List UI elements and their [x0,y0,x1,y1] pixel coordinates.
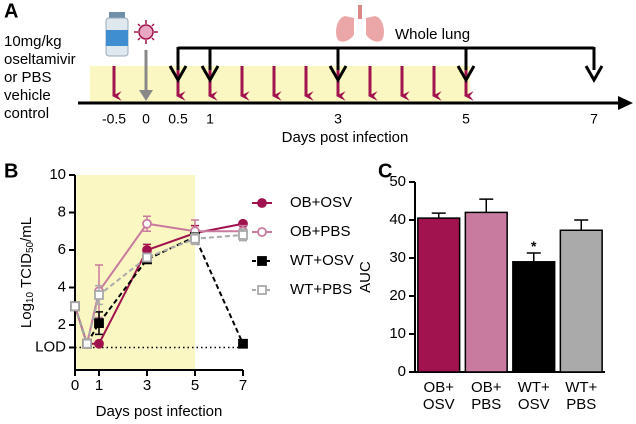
y-axis-label: Log10 TCID50/mL [18,217,36,328]
significance-marker: * [531,238,537,254]
y-axis-label-part: Log [18,303,35,328]
legend-label: WT+PBS [290,281,352,298]
data-point [82,338,92,349]
series-line [74,234,244,348]
error-bar [431,212,446,219]
x-tick-label: 5 [191,377,199,394]
data-point [94,338,104,349]
data-point [238,230,248,240]
treatment-label: oseltamivir [4,51,76,68]
y-tick-label: LOD [35,338,66,355]
y-tick-label: 20 [389,287,406,304]
y-axis-label-part: 10 [25,292,36,304]
y-tick-label: 10 [389,325,406,342]
y-tick-label: 40 [389,211,406,228]
treatment-label: or PBS [4,69,52,86]
y-axis-label-part: 50 [25,241,36,253]
infection-arrowhead [139,90,153,101]
harvest-label: Whole lung [395,26,470,43]
timeline-tick-label: -0.5 [102,111,126,127]
timeline-tick-label: 1 [206,111,214,127]
harvest-arrowhead [328,65,348,84]
harvest-arrowhead [584,65,604,84]
y-tick-label: 0 [398,363,406,380]
y-tick-label: 4 [58,278,66,295]
x-tick-label: 3 [143,377,151,394]
error-bar [479,198,494,213]
timeline-tick-label: 0.5 [168,111,188,127]
x-tick-label: PBS [566,396,596,413]
virus-icon [134,20,158,44]
y-tick-label: 8 [58,203,66,220]
panel-label: B [4,160,18,182]
y-axis-label: AUC [357,261,374,293]
error-bar [574,219,589,231]
legend-label: OB+PBS [290,223,350,240]
timeline-tick-label: 7 [590,111,598,127]
harvest-arrowhead [168,65,188,84]
timeline-tick-label: 5 [462,111,470,127]
harvest-arrowhead [456,65,476,84]
bar [559,229,603,373]
y-tick-label: 2 [58,316,66,333]
error-bar [526,252,541,262]
legend-marker [257,285,267,295]
legend-label: WT+OSV [290,252,354,269]
timeline-tick-label: 3 [334,111,342,127]
timeline-arrowhead [618,96,633,110]
panel-label: A [4,0,18,22]
x-tick-label: 1 [95,377,103,394]
legend-label: OB+OSV [290,194,352,211]
x-tick-label: 0 [71,377,79,394]
timeline-tick-label: 0 [142,111,150,127]
y-tick-label: 10 [49,166,66,183]
lung-icon [336,5,384,42]
x-tick-label: OB+ [471,379,502,396]
vial-icon [105,12,129,57]
harvest-arrowhead [200,65,220,84]
data-point [190,233,200,244]
bar [417,217,461,373]
x-tick-label: PBS [471,396,501,413]
x-tick-label: WT+ [518,379,550,396]
data-point [94,318,104,329]
data-point [238,338,248,349]
x-axis-label: Days post infection [96,403,223,420]
data-point [94,290,104,300]
y-tick-label: 30 [389,249,406,266]
x-tick-label: OSV [423,396,455,413]
x-tick-label: OSV [518,396,550,413]
bar [464,211,508,373]
data-point [70,301,80,312]
y-tick-label: 6 [58,241,66,258]
timeline-x-label: Days post infection [282,129,409,146]
y-axis-label-part: TCID [18,253,35,292]
treatment-label: control [4,105,49,122]
legend-marker [257,227,267,237]
x-tick-label: 7 [239,377,247,394]
data-point [142,252,152,263]
treatment-label: 10mg/kg [4,33,62,50]
y-axis-label-part: /mL [18,217,35,242]
panel-label: C [378,160,392,182]
data-point [142,218,152,229]
legend-marker [257,198,267,208]
y-tick-label: 50 [389,173,406,190]
bar [512,261,556,373]
treatment-label: vehicle [4,87,51,104]
x-tick-label: OB+ [424,379,455,396]
legend-marker [257,256,267,266]
x-tick-label: WT+ [565,379,597,396]
